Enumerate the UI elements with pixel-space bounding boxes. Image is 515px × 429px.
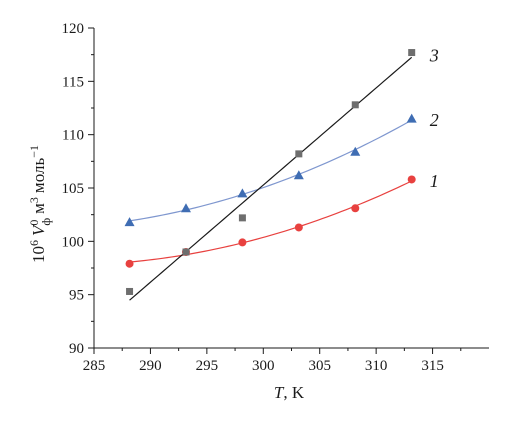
series-3-point [295,150,303,158]
x-tick-label: 315 [421,358,444,374]
series-3-point [408,49,416,57]
series-1-point [238,238,247,247]
x-tick-label: 305 [308,358,331,374]
fit-curve-3 [129,56,413,301]
x-tick-label: 310 [365,358,388,374]
x-axis-title-unit: , K [283,383,305,402]
series-3-point [182,248,190,256]
series-3-point [238,214,246,222]
series-2-point [124,217,135,227]
series-2-point [180,203,191,213]
curve-label-1: 1 [430,171,439,191]
y-tick-label: 120 [62,21,85,37]
series-3-point [351,101,359,109]
fit-curve-1 [129,180,412,263]
curve-label-2: 2 [430,110,439,130]
y-title-symbol-sub: ф [39,218,53,226]
y-title-unit2: моль [29,158,48,194]
curve-label-3: 3 [429,45,439,65]
y-axis-title: 106 V0фм3 моль−1 [27,145,53,263]
fit-curves [129,56,413,301]
series-1-point [351,204,360,213]
y-title-symbol-sup: 0 [27,220,41,226]
series-1-point [125,259,134,268]
series-1-point [294,223,303,232]
y-tick-label: 105 [62,181,85,197]
fit-curve-2 [129,119,412,222]
x-tick-label: 285 [83,358,106,374]
y-tick-label: 95 [69,288,84,304]
series-3-point [126,287,134,295]
series-2-point [237,188,248,198]
series-2-point [350,146,361,156]
y-title-symbol: V [29,223,48,236]
x-tick-label: 300 [252,358,275,374]
y-title-unit2-sup: −1 [27,145,41,158]
y-tick-label: 110 [62,128,84,144]
curve-labels: 1 2 3 [429,45,439,191]
y-title-unit-sup: 3 [27,197,41,203]
axes: 285 290 295 300 305 310 315 90 95 100 105 110 115 120 [62,21,489,374]
x-axis-title-symbol: T [274,383,285,402]
y-tick-label: 100 [62,234,85,250]
y-tick-label: 90 [69,341,84,357]
series-2-point [293,170,304,180]
series-1-point [407,175,416,184]
series-2-point [406,113,417,123]
y-title-unit: м [29,203,48,214]
data-points [124,49,417,295]
y-title-prefix: 10 [29,246,48,263]
x-tick-label: 295 [196,358,219,374]
y-title-prefix-sup: 6 [27,240,41,246]
x-axis-title: T, K [274,383,305,402]
y-tick-label: 115 [62,74,84,90]
x-tick-label: 290 [139,358,162,374]
